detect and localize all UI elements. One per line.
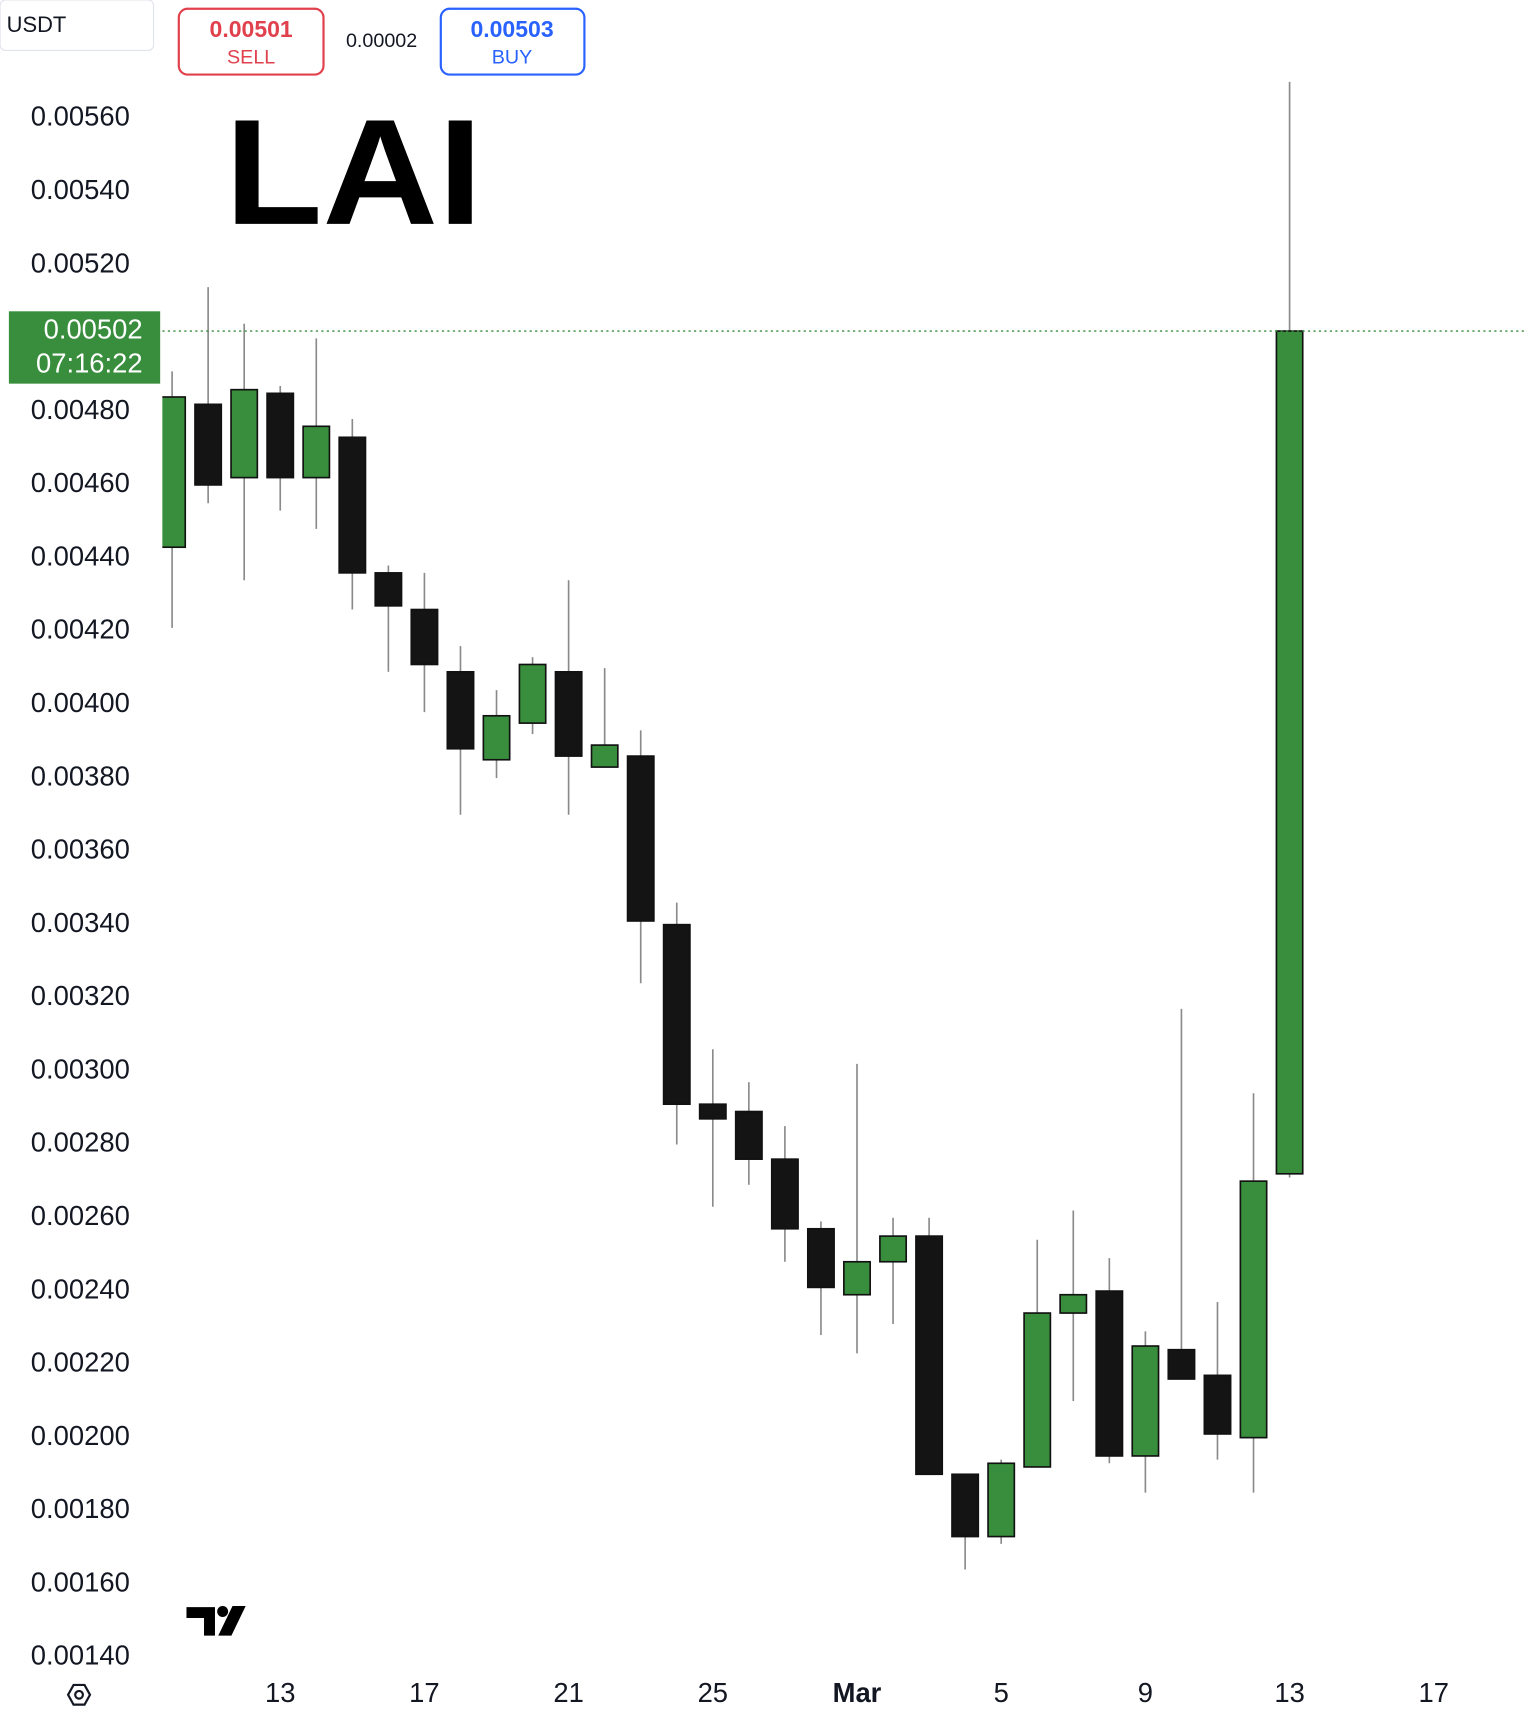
candle-body — [162, 396, 187, 549]
candle-body — [1131, 1345, 1160, 1457]
y-tick-label: 0.00420 — [31, 614, 130, 645]
candle-body — [1203, 1374, 1232, 1435]
candle-body — [338, 436, 367, 574]
sell-label: SELL — [227, 46, 275, 68]
candle-body — [879, 1235, 908, 1263]
candle-body — [1095, 1290, 1124, 1457]
candle-body — [1239, 1180, 1268, 1439]
candle-body — [194, 403, 223, 486]
buy-price: 0.00503 — [470, 16, 553, 42]
candle-body — [843, 1260, 871, 1296]
chart-title: LAI — [225, 88, 483, 256]
x-tick-label: 17 — [409, 1677, 439, 1708]
y-tick-label: 0.00340 — [31, 907, 130, 938]
last-price-box — [8, 311, 161, 384]
sell-price: 0.00501 — [210, 16, 293, 42]
candle-body — [446, 670, 475, 750]
y-tick-label: 0.00320 — [31, 980, 130, 1011]
x-tick-label: 25 — [698, 1677, 728, 1708]
plot-area — [162, 81, 1304, 1570]
x-tick-label: 21 — [553, 1677, 583, 1708]
y-tick-label: 0.00160 — [31, 1566, 130, 1597]
spread: 0.00002 — [346, 30, 417, 52]
y-tick-label: 0.00520 — [31, 247, 130, 278]
candle-body — [1167, 1348, 1196, 1380]
candle-body — [302, 425, 331, 479]
x-tick-label: 9 — [1138, 1677, 1153, 1708]
y-tick-label: 0.00180 — [31, 1493, 130, 1524]
candle-body — [770, 1158, 799, 1230]
candle-body — [1059, 1293, 1088, 1314]
quote: USDT — [7, 12, 67, 37]
candle-body — [626, 755, 655, 922]
candle-body — [410, 608, 439, 666]
quote-box[interactable] — [0, 0, 155, 51]
candle-body — [951, 1473, 980, 1538]
candle-body — [374, 572, 403, 607]
x-tick-label: 5 — [994, 1677, 1009, 1708]
candle-body — [1023, 1312, 1052, 1468]
y-tick-label: 0.00440 — [31, 540, 130, 571]
candle-body — [482, 714, 511, 761]
candle-body — [806, 1227, 835, 1289]
y-tick-label: 0.00480 — [31, 394, 130, 425]
y-tick-label: 0.00240 — [31, 1273, 130, 1304]
buy-button[interactable] — [439, 7, 586, 76]
candle-body — [554, 670, 583, 757]
y-tick-label: 0.00560 — [31, 101, 130, 132]
logo — [186, 1605, 246, 1636]
candle-body — [698, 1103, 727, 1120]
y-tick-label: 0.00220 — [31, 1347, 130, 1378]
y-tick-label: 0.00380 — [31, 760, 130, 791]
sell-button[interactable] — [177, 7, 325, 76]
y-tick-label: 0.00300 — [31, 1053, 130, 1084]
settings-icon[interactable] — [66, 1683, 92, 1706]
y-tick-label: 0.00400 — [31, 687, 130, 718]
y-tick-label: 0.00200 — [31, 1420, 130, 1451]
buy-label: BUY — [492, 46, 533, 68]
candle-body — [662, 923, 691, 1106]
countdown: 07:16:22 — [36, 347, 143, 378]
candle-body — [230, 388, 259, 479]
y-tick-label: 0.00140 — [31, 1640, 130, 1671]
candle-body — [734, 1110, 763, 1160]
y-tick-label: 0.00280 — [31, 1127, 130, 1158]
candle-body — [987, 1462, 1016, 1538]
candle-body — [915, 1235, 944, 1476]
y-tick-label: 0.00360 — [31, 834, 130, 865]
candle-body — [1275, 330, 1304, 1175]
x-tick-label: 13 — [265, 1677, 295, 1708]
candle-body — [518, 663, 547, 724]
last-price-label: 0.00502 — [44, 313, 143, 344]
x-tick-label: 13 — [1274, 1677, 1304, 1708]
x-tick-label: Mar — [833, 1677, 882, 1708]
y-tick-label: 0.00460 — [31, 467, 130, 498]
x-tick-label: 17 — [1419, 1677, 1449, 1708]
y-tick-label: 0.00260 — [31, 1200, 130, 1231]
y-tick-label: 0.00540 — [31, 174, 130, 205]
candle-body — [266, 392, 295, 479]
candle-body — [590, 744, 619, 768]
